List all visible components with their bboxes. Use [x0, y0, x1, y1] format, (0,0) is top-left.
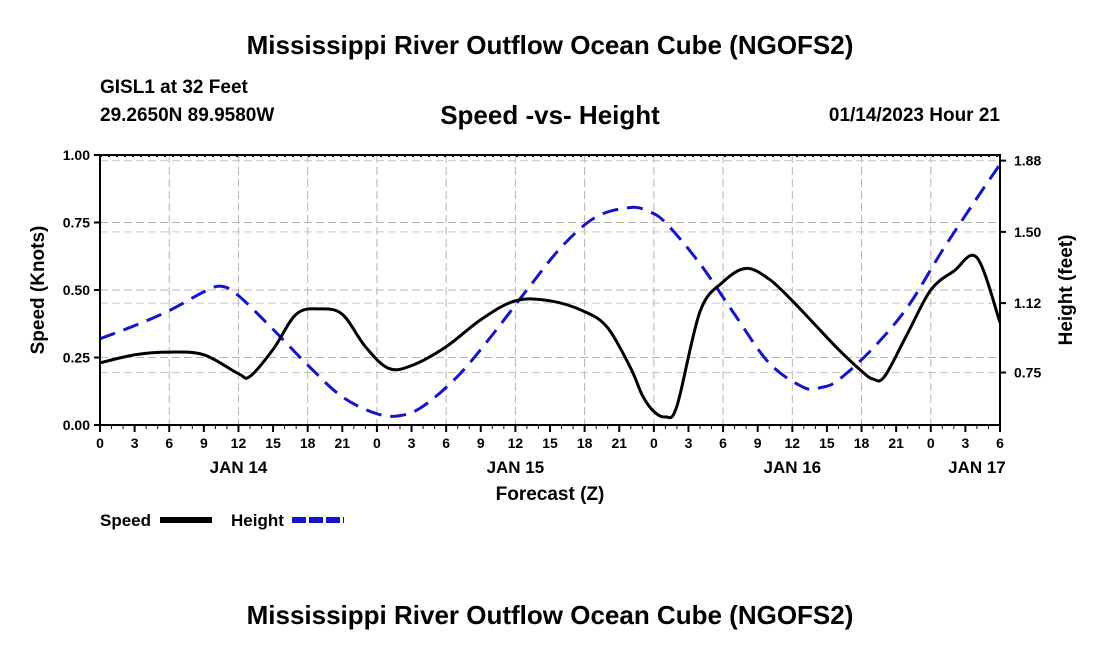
x-tick-label: 6	[719, 435, 727, 451]
right-tick-label: 0.75	[1014, 365, 1041, 381]
x-tick-label: 12	[785, 435, 801, 451]
x-tick-label: 0	[927, 435, 935, 451]
coordinates-label: 29.2650N 89.9580W	[100, 105, 275, 126]
x-tick-label: 12	[231, 435, 247, 451]
right-tick-label: 1.50	[1014, 224, 1041, 240]
left-tick-label: 0.75	[63, 215, 90, 231]
y-axis-label-right: Height (feet)	[1056, 235, 1077, 346]
x-tick-label: 12	[508, 435, 524, 451]
date-label: JAN 14	[210, 458, 268, 477]
x-tick-label: 21	[335, 435, 351, 451]
x-tick-label: 3	[685, 435, 693, 451]
x-tick-label: 0	[650, 435, 658, 451]
x-tick-label: 3	[131, 435, 139, 451]
x-tick-label: 18	[300, 435, 316, 451]
legend-label-height: Height	[231, 511, 284, 530]
x-tick-label: 15	[819, 435, 835, 451]
chart-subtitle: Speed -vs- Height	[440, 100, 660, 130]
series-line-height	[100, 163, 1000, 418]
x-tick-label: 0	[96, 435, 104, 451]
y-axis-label-left: Speed (Knots)	[28, 226, 49, 355]
grid-lines	[100, 155, 1000, 425]
date-label: JAN 15	[487, 458, 545, 477]
date-label: JAN 17	[948, 458, 1006, 477]
x-tick-label: 18	[577, 435, 593, 451]
x-tick-label: 6	[996, 435, 1004, 451]
left-tick-label: 0.25	[63, 350, 90, 366]
left-tick-label: 0.50	[63, 282, 90, 298]
series-line-speed	[100, 253, 1000, 420]
station-label: GISL1 at 32 Feet	[100, 77, 248, 98]
x-tick-label: 15	[265, 435, 281, 451]
date-label: JAN 16	[763, 458, 821, 477]
x-axis-label: Forecast (Z)	[496, 484, 605, 505]
footer-chart-title: Mississippi River Outflow Ocean Cube (NG…	[246, 600, 854, 630]
x-tick-label: 15	[542, 435, 558, 451]
x-tick-label: 3	[961, 435, 969, 451]
right-tick-label: 1.88	[1014, 153, 1041, 169]
x-tick-label: 9	[200, 435, 208, 451]
x-tick-label: 6	[165, 435, 173, 451]
series-layer	[100, 163, 1000, 420]
axis-ticks: 0.00 0.25 0.50 0.75 1.00 0.75 1.12 1.50 1.88 0 3 6 9…	[63, 147, 1042, 477]
x-tick-label: 0	[373, 435, 381, 451]
x-tick-label: 6	[442, 435, 450, 451]
x-tick-label: 9	[754, 435, 762, 451]
x-tick-label: 18	[854, 435, 870, 451]
chart-title: Mississippi River Outflow Ocean Cube (NG…	[246, 30, 854, 60]
left-tick-label: 1.00	[63, 147, 90, 163]
left-tick-label: 0.00	[63, 417, 90, 433]
legend: Speed Height	[100, 511, 344, 530]
legend-label-speed: Speed	[100, 511, 151, 530]
x-tick-label: 9	[477, 435, 485, 451]
forecast-datetime: 01/14/2023 Hour 21	[828, 105, 1000, 126]
x-tick-label: 3	[408, 435, 416, 451]
x-tick-label: 21	[888, 435, 904, 451]
x-tick-label: 21	[611, 435, 627, 451]
right-tick-label: 1.12	[1014, 295, 1041, 311]
